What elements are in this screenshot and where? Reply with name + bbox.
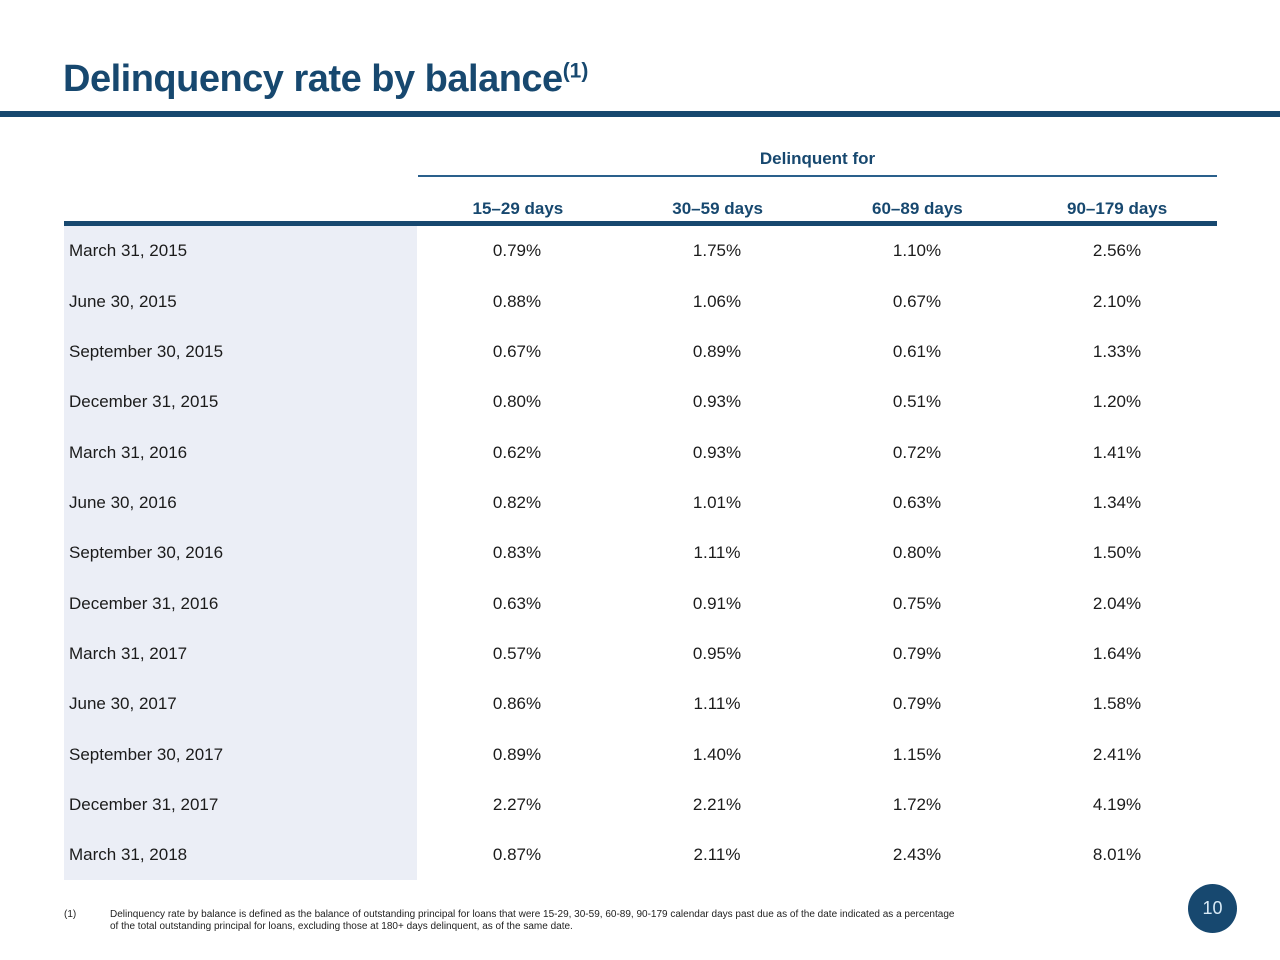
value-cell: 1.15% xyxy=(892,744,942,764)
value-cell: 2.56% xyxy=(1092,241,1142,261)
table-row: September 30, 2015 0.67% 0.89% 0.61% 1.33% xyxy=(64,326,1217,378)
value-cell: 0.75% xyxy=(892,593,942,613)
row-label: March 31, 2017 xyxy=(64,628,417,680)
value-cell: 0.67% xyxy=(892,291,942,311)
value-cell: 0.80% xyxy=(892,543,942,563)
table-group-header: Delinquent for xyxy=(759,149,876,168)
value-cell: 0.51% xyxy=(892,392,942,412)
value-cell: 2.27% xyxy=(492,794,542,814)
table-row: March 31, 2018 0.87% 2.11% 2.43% 8.01% xyxy=(64,830,1217,881)
value-cell: 1.40% xyxy=(692,744,742,764)
row-label: June 30, 2017 xyxy=(64,679,417,730)
row-label: June 30, 2015 xyxy=(64,276,417,327)
table-row: December 31, 2015 0.80% 0.93% 0.51% 1.20% xyxy=(64,377,1217,428)
value-cell: 0.83% xyxy=(492,543,542,563)
column-header: 90–179 days xyxy=(1067,199,1168,218)
table-row: June 30, 2016 0.82% 1.01% 0.63% 1.34% xyxy=(64,477,1217,529)
value-cell: 0.89% xyxy=(492,744,542,764)
row-label: December 31, 2016 xyxy=(64,578,417,629)
column-header: 30–59 days xyxy=(672,199,763,218)
value-cell: 1.50% xyxy=(1092,543,1142,563)
value-cell: 0.61% xyxy=(892,341,942,361)
value-cell: 1.10% xyxy=(892,241,942,261)
value-cell: 0.72% xyxy=(892,442,942,462)
table-row: June 30, 2015 0.88% 1.06% 0.67% 2.10% xyxy=(64,276,1217,327)
row-label: September 30, 2017 xyxy=(64,729,417,780)
footnote: (1) Delinquency rate by balance is defin… xyxy=(64,909,1064,933)
value-cell: 0.80% xyxy=(492,392,542,412)
value-cell: 0.89% xyxy=(692,341,742,361)
row-label: March 31, 2018 xyxy=(64,830,417,881)
value-cell: 1.58% xyxy=(1092,694,1142,714)
row-label: March 31, 2015 xyxy=(64,226,417,277)
row-label: June 30, 2016 xyxy=(64,477,417,529)
value-cell: 0.79% xyxy=(892,643,942,663)
table-body: March 31, 2015 0.79% 1.75% 1.10% 2.56% June 3… xyxy=(64,226,1217,881)
column-header: 60–89 days xyxy=(872,199,963,218)
value-cell: 1.01% xyxy=(692,492,742,512)
value-cell: 1.11% xyxy=(693,694,741,714)
value-cell: 0.63% xyxy=(492,593,542,613)
value-cell: 0.79% xyxy=(492,241,542,261)
table-row: March 31, 2016 0.62% 0.93% 0.72% 1.41% xyxy=(64,427,1217,478)
value-cell: 2.11% xyxy=(693,845,741,865)
value-cell: 1.64% xyxy=(1092,643,1142,663)
footnote-line: of the total outstanding principal for l… xyxy=(110,921,573,932)
value-cell: 0.93% xyxy=(692,392,742,412)
row-label: December 31, 2017 xyxy=(64,779,417,831)
value-cell: 2.41% xyxy=(1092,744,1142,764)
value-cell: 1.33% xyxy=(1092,341,1142,361)
title-underline xyxy=(0,111,1280,117)
value-cell: 0.88% xyxy=(492,291,542,311)
value-cell: 0.57% xyxy=(492,643,542,663)
value-cell: 2.10% xyxy=(1092,291,1142,311)
group-header-underline xyxy=(418,175,1217,177)
table-row: December 31, 2016 0.63% 0.91% 0.75% 2.04% xyxy=(64,578,1217,629)
value-cell: 4.19% xyxy=(1092,794,1142,814)
footnote-line: Delinquency rate by balance is defined a… xyxy=(110,909,955,920)
table-header-rule xyxy=(64,221,1217,226)
table-row: September 30, 2016 0.83% 1.11% 0.80% 1.50% xyxy=(64,528,1217,579)
table-row: September 30, 2017 0.89% 1.40% 1.15% 2.41% xyxy=(64,729,1217,780)
page-number: 10 xyxy=(1202,898,1223,918)
value-cell: 0.79% xyxy=(892,694,942,714)
value-cell: 2.43% xyxy=(892,845,942,865)
value-cell: 0.67% xyxy=(492,341,542,361)
page-title-footnote-marker: (1) xyxy=(562,59,589,83)
value-cell: 1.34% xyxy=(1092,492,1142,512)
page-title: Delinquency rate by balance(1) xyxy=(63,58,588,101)
value-cell: 8.01% xyxy=(1092,845,1142,865)
value-cell: 0.91% xyxy=(692,593,742,613)
column-headers: 15–29 days 30–59 days 60–89 days 90–179 day… xyxy=(418,199,1217,219)
value-cell: 1.41% xyxy=(1092,442,1142,462)
value-cell: 0.63% xyxy=(892,492,942,512)
value-cell: 0.62% xyxy=(492,442,542,462)
value-cell: 0.93% xyxy=(692,442,742,462)
value-cell: 0.95% xyxy=(692,643,742,663)
value-cell: 1.06% xyxy=(692,291,742,311)
table-row: June 30, 2017 0.86% 1.11% 0.79% 1.58% xyxy=(64,679,1217,730)
table-row: December 31, 2017 2.27% 2.21% 1.72% 4.19% xyxy=(64,779,1217,831)
value-cell: 1.72% xyxy=(892,794,942,814)
value-cell: 2.21% xyxy=(692,794,742,814)
value-cell: 0.87% xyxy=(492,845,542,865)
page-title-text: Delinquency rate by balance xyxy=(63,58,563,100)
row-label: March 31, 2016 xyxy=(64,427,417,478)
page-number-badge: 10 xyxy=(1188,884,1237,933)
value-cell: 0.82% xyxy=(492,492,542,512)
value-cell: 0.86% xyxy=(492,694,542,714)
table-row: March 31, 2017 0.57% 0.95% 0.79% 1.64% xyxy=(64,628,1217,680)
row-label: December 31, 2015 xyxy=(64,377,417,428)
row-label: September 30, 2015 xyxy=(64,326,417,378)
footnote-marker: (1) xyxy=(64,909,77,920)
value-cell: 2.04% xyxy=(1092,593,1142,613)
row-label: September 30, 2016 xyxy=(64,528,417,579)
value-cell: 1.11% xyxy=(693,543,741,563)
table-row: March 31, 2015 0.79% 1.75% 1.10% 2.56% xyxy=(64,226,1217,277)
footnote-text: Delinquency rate by balance is defined a… xyxy=(110,909,1064,933)
column-header: 15–29 days xyxy=(472,199,564,218)
value-cell: 1.20% xyxy=(1092,392,1142,412)
value-cell: 1.75% xyxy=(692,241,742,261)
